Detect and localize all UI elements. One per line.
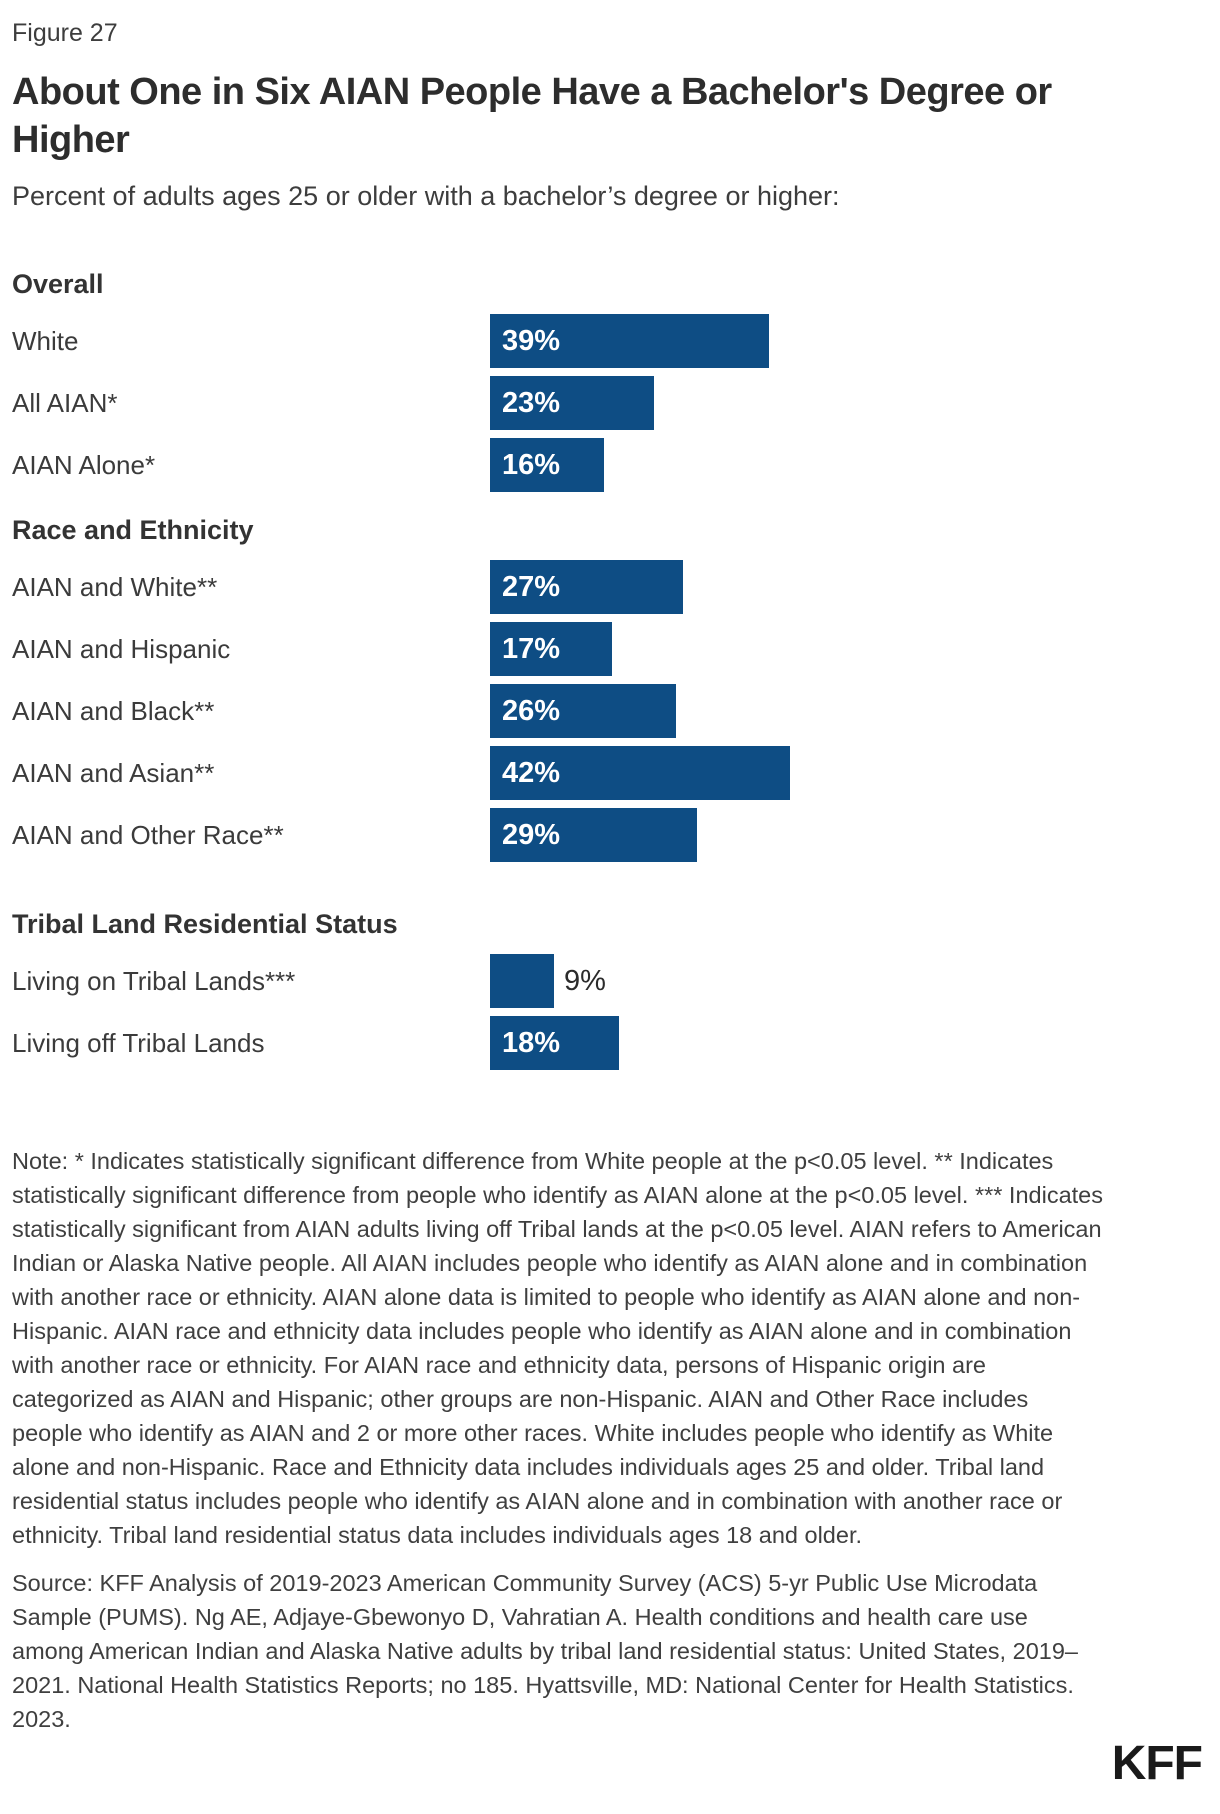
chart-group-race-ethnicity: Race and Ethnicity AIAN and White** 27% … [12, 514, 1204, 862]
bar-value-label: 39% [502, 324, 561, 357]
chart-row: AIAN and Hispanic 17% [12, 622, 1204, 676]
bar: 23% [490, 376, 654, 430]
bar-track: 16% [490, 438, 1204, 492]
bar: 42% [490, 746, 790, 800]
group-header: Overall [12, 269, 104, 299]
chart-row: Living off Tribal Lands 18% [12, 1016, 1204, 1070]
bar-track: 9% [490, 954, 1204, 1008]
chart-row: AIAN Alone* 16% [12, 438, 1204, 492]
bar: 27% [490, 560, 683, 614]
bar-track: 26% [490, 684, 1204, 738]
chart-subtitle: Percent of adults ages 25 or older with … [12, 181, 840, 211]
bar-chart: Overall White 39% All AIAN* 23% AIAN Alo… [12, 268, 1204, 1070]
chart-row: AIAN and Asian** 42% [12, 746, 1204, 800]
category-label: White [12, 326, 79, 356]
chart-row: White 39% [12, 314, 1204, 368]
bar-track: 42% [490, 746, 1204, 800]
note-text: Note: * Indicates statistically signific… [12, 1148, 1103, 1548]
bar-value-label: 42% [502, 756, 561, 789]
group-header: Race and Ethnicity [12, 515, 254, 545]
group-header: Tribal Land Residential Status [12, 909, 398, 939]
category-label: AIAN and Hispanic [12, 634, 231, 664]
category-label: AIAN and Other Race** [12, 820, 284, 850]
chart-row: Living on Tribal Lands*** 9% [12, 954, 1204, 1008]
bar-value-label: 18% [502, 1026, 561, 1059]
bar-value-label: 9% [564, 964, 606, 997]
chart-row: AIAN and Black** 26% [12, 684, 1204, 738]
bar-track: 18% [490, 1016, 1204, 1070]
bar-track: 23% [490, 376, 1204, 430]
bar-value-label: 16% [502, 448, 561, 481]
bar: 39% [490, 314, 769, 368]
chart-group-overall: Overall White 39% All AIAN* 23% AIAN Alo… [12, 268, 1204, 492]
chart-row: AIAN and White** 27% [12, 560, 1204, 614]
bar-value-label: 27% [502, 570, 561, 603]
bar-value-label: 29% [502, 818, 561, 851]
chart-row: All AIAN* 23% [12, 376, 1204, 430]
bar: 26% [490, 684, 676, 738]
kff-logo: KFF [1111, 1737, 1203, 1790]
bar: 18% [490, 1016, 619, 1070]
bar-track: 29% [490, 808, 1204, 862]
bar: 17% [490, 622, 612, 676]
figure-number-label: Figure 27 [12, 19, 118, 47]
bar-track: 17% [490, 622, 1204, 676]
bar: 16% [490, 438, 604, 492]
category-label: AIAN and Asian** [12, 758, 215, 788]
category-label: All AIAN* [12, 388, 118, 418]
footnotes: Note: * Indicates statistically signific… [12, 1144, 1104, 1736]
chart-row: AIAN and Other Race** 29% [12, 808, 1204, 862]
bar [490, 954, 554, 1008]
category-label: Living on Tribal Lands*** [12, 966, 296, 996]
category-label: AIAN and Black** [12, 696, 215, 726]
category-label: AIAN and White** [12, 572, 218, 602]
category-label: AIAN Alone* [12, 450, 156, 480]
source-text: Source: KFF Analysis of 2019-2023 Americ… [12, 1570, 1078, 1732]
bar-value-label: 23% [502, 386, 561, 419]
chart-group-tribal-land: Tribal Land Residential Status Living on… [12, 908, 1204, 1070]
logo-row: KFF [12, 1740, 1204, 1788]
bar-value-label: 26% [502, 694, 561, 727]
bar-track: 39% [490, 314, 1204, 368]
category-label: Living off Tribal Lands [12, 1028, 265, 1058]
chart-title: About One in Six AIAN People Have a Bach… [12, 71, 1052, 161]
bar-track: 27% [490, 560, 1204, 614]
bar: 29% [490, 808, 697, 862]
bar-value-label: 17% [502, 632, 561, 665]
